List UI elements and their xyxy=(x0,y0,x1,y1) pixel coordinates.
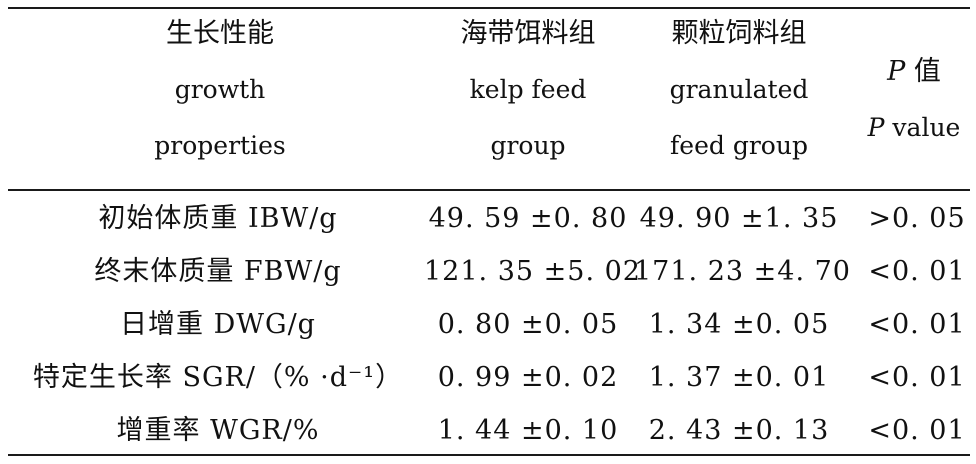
table-top-rule xyxy=(8,7,970,9)
header-col4-en: P value xyxy=(852,108,976,148)
header-col1-cn: 生长性能 xyxy=(166,18,274,49)
row-kelp-value: 121. 35 ±5. 02 xyxy=(424,256,641,287)
header-col3-cn: 颗粒饲料组 xyxy=(671,18,807,49)
header-col4-cn-text: 值 xyxy=(905,56,941,87)
table-row: 初始体质重 IBW/g 49. 59 ±0. 80 49. 90 ±1. 35 … xyxy=(0,192,976,245)
row-property: 日增重 DWG/g xyxy=(120,309,316,340)
row-property: 特定生长率 SGR/（% ·d⁻¹） xyxy=(32,362,404,393)
row-kelp-value: 0. 99 ±0. 02 xyxy=(437,362,619,393)
row-granulated-value: 1. 37 ±0. 01 xyxy=(648,362,830,393)
row-p-value: <0. 01 xyxy=(868,362,966,393)
row-property: 增重率 WGR/% xyxy=(116,415,320,446)
row-kelp-value: 49. 59 ±0. 80 xyxy=(428,203,628,234)
table-row: 增重率 WGR/% 1. 44 ±0. 10 2. 43 ±0. 13 <0. … xyxy=(0,404,976,457)
header-col2-cn: 海带饵料组 xyxy=(460,18,596,49)
row-p-value: <0. 01 xyxy=(868,415,966,446)
header-col2-en1: kelp feed xyxy=(469,75,587,104)
header-col4-en-p: P xyxy=(867,113,885,142)
table-row: 日增重 DWG/g 0. 80 ±0. 05 1. 34 ±0. 05 <0. … xyxy=(0,298,976,351)
header-col1-en1: growth xyxy=(174,75,266,104)
row-p-value: >0. 05 xyxy=(868,203,966,234)
row-p-value: <0. 01 xyxy=(868,309,966,340)
header-col2-en2: group xyxy=(490,131,566,160)
header-col1-en2: properties xyxy=(154,131,286,160)
header-col4-en-text: value xyxy=(884,113,961,142)
table-row: 特定生长率 SGR/（% ·d⁻¹） 0. 99 ±0. 02 1. 37 ±0… xyxy=(0,351,976,404)
table-header-rule xyxy=(8,189,970,191)
row-granulated-value: 2. 43 ±0. 13 xyxy=(648,415,830,446)
row-property: 初始体质重 IBW/g xyxy=(98,203,338,234)
header-growth-properties: 生长性能 growth properties xyxy=(40,18,400,188)
row-property: 终末体质量 FBW/g xyxy=(94,256,342,287)
header-col4-cn: P 值 xyxy=(852,52,976,108)
header-p-value: P 值 P value xyxy=(852,52,976,148)
row-p-value: <0. 01 xyxy=(868,256,966,287)
row-kelp-value: 0. 80 ±0. 05 xyxy=(437,309,619,340)
row-granulated-value: 171. 23 ±4. 70 xyxy=(634,256,851,287)
table-row: 终末体质量 FBW/g 121. 35 ±5. 02 171. 23 ±4. 7… xyxy=(0,245,976,298)
row-granulated-value: 49. 90 ±1. 35 xyxy=(639,203,839,234)
header-col3-en1: granulated xyxy=(669,75,809,104)
header-granulated-feed-group: 颗粒饲料组 granulated feed group xyxy=(634,18,844,188)
row-granulated-value: 1. 34 ±0. 05 xyxy=(648,309,830,340)
header-col4-cn-p: P xyxy=(887,56,906,87)
header-col3-en2: feed group xyxy=(670,131,808,160)
row-kelp-value: 1. 44 ±0. 10 xyxy=(437,415,619,446)
header-kelp-feed-group: 海带饵料组 kelp feed group xyxy=(424,18,632,188)
table-bottom-rule xyxy=(8,454,970,456)
